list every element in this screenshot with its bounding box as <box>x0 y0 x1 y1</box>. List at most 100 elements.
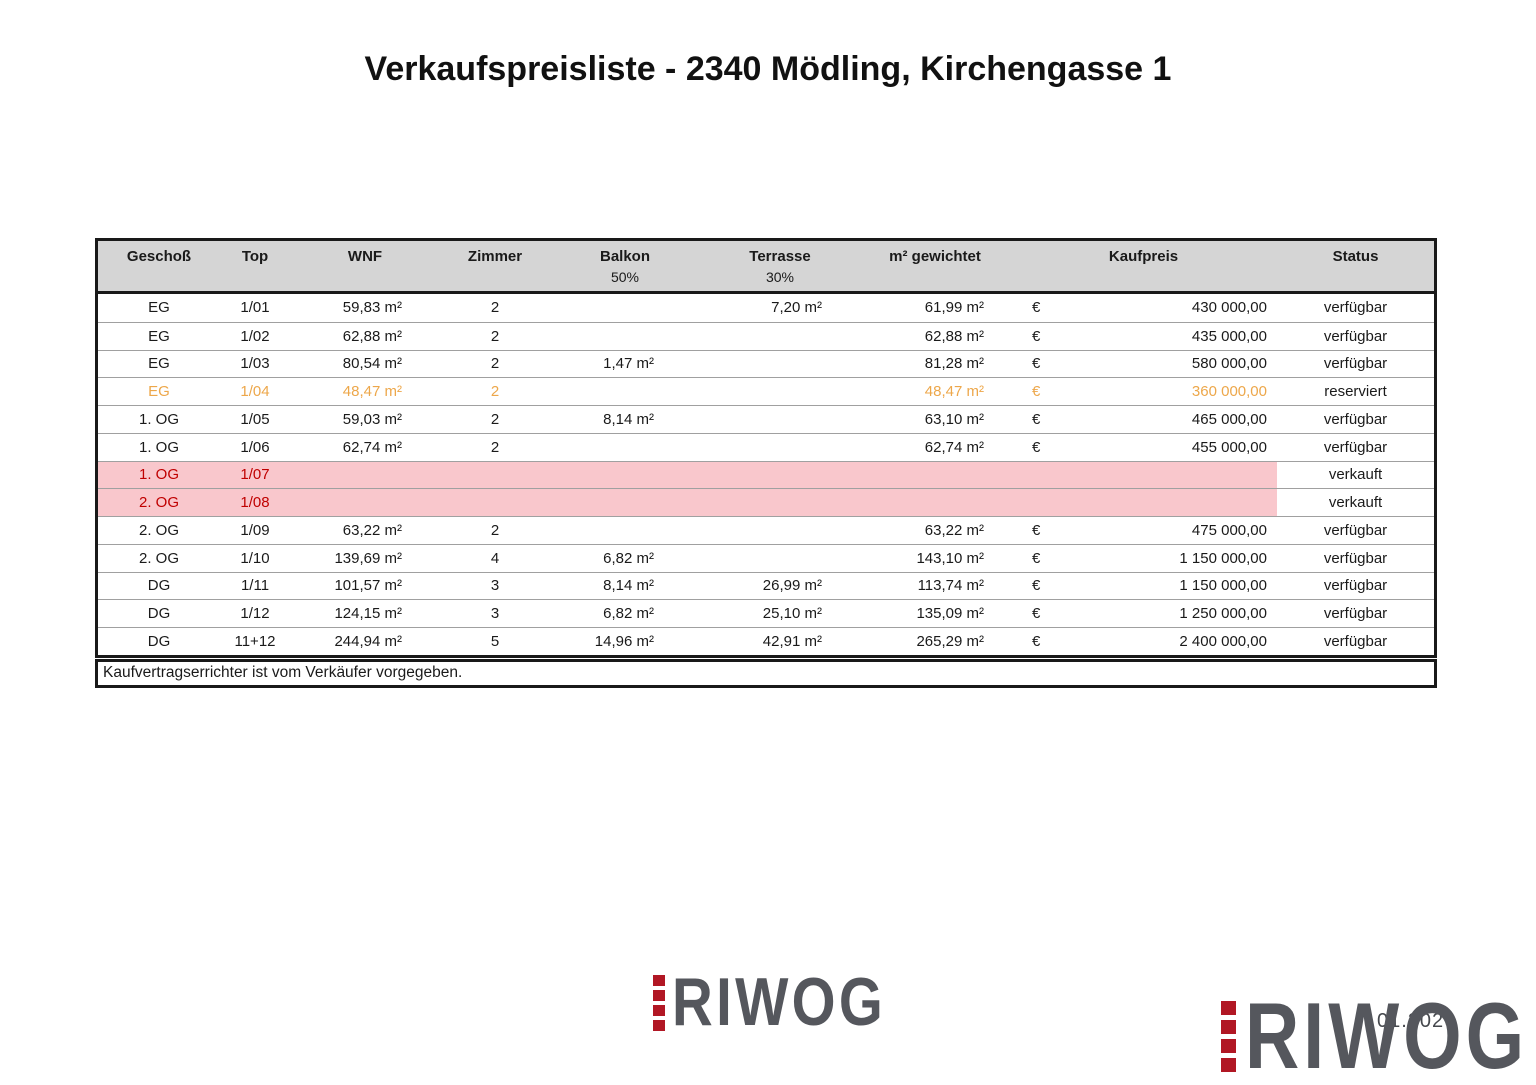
cell-wnf: 62,74 m² <box>342 438 402 456</box>
cell-balkon: 14,96 m² <box>594 632 654 650</box>
cell-gewichtet: 135,09 m² <box>916 605 984 623</box>
riwog-logo-mark-icon <box>653 975 665 1031</box>
header-geschoss: Geschoß <box>126 248 192 265</box>
riwog-logo-text: RIWOG <box>672 964 887 1041</box>
cell-gewichtet: 113,74 m² <box>917 577 984 595</box>
cell-zimmer: 4 <box>490 549 500 567</box>
page-title: Verkaufspreisliste - 2340 Mödling, Kirch… <box>364 50 1172 88</box>
cell-zimmer <box>440 489 550 516</box>
cell-status: verfügbar <box>1323 410 1388 428</box>
cell-gewichtet: 61,99 m² <box>924 299 984 317</box>
table-footnote: Kaufvertragserrichter ist vom Verkäufer … <box>95 659 1437 688</box>
cell-balkon <box>550 461 700 489</box>
cell-top: 1/05 <box>240 410 270 428</box>
cell-top: 11+12 <box>234 632 276 650</box>
cell-terrasse <box>700 461 860 489</box>
cell-status: verfügbar <box>1323 632 1388 650</box>
cell-zimmer: 2 <box>490 327 500 345</box>
table-row: EG 1/01 59,83 m² 2 7,20 m² 61,99 m² € 43… <box>98 294 1434 322</box>
cell-top: 1/08 <box>220 489 290 516</box>
cell-top: 1/03 <box>240 355 270 373</box>
cell-balkon <box>550 434 700 461</box>
cell-wnf: 59,83 m² <box>342 299 402 317</box>
date-watermark: 01.2026 <box>1377 1010 1457 1032</box>
cell-geschoss: 2. OG <box>138 521 179 539</box>
riwog-logo-center: RIWOG <box>653 964 930 1041</box>
cell-geschoss: 1. OG <box>98 461 220 489</box>
cell-balkon: 1,47 m² <box>603 355 654 373</box>
cell-wnf <box>290 461 440 489</box>
price-table: Geschoß Top WNF Zimmer Balkon 50% Terras… <box>95 238 1437 658</box>
cell-balkon: 6,82 m² <box>603 549 654 567</box>
cell-gewichtet: 63,22 m² <box>924 521 984 539</box>
cell-wnf: 80,54 m² <box>342 355 402 373</box>
cell-currency: € <box>1032 605 1041 623</box>
cell-kaufpreis: 1 250 000,00 <box>1179 605 1267 623</box>
cell-terrasse <box>700 378 860 405</box>
cell-currency: € <box>1032 632 1041 650</box>
cell-zimmer: 2 <box>490 410 500 428</box>
table-header-row: Geschoß Top WNF Zimmer Balkon 50% Terras… <box>98 241 1434 294</box>
cell-zimmer: 3 <box>490 605 500 623</box>
cell-currency: € <box>1032 355 1041 373</box>
cell-kaufpreis: 455 000,00 <box>1191 438 1267 456</box>
riwog-logo-mark-icon <box>1221 1000 1236 1072</box>
cell-terrasse <box>700 545 860 572</box>
cell-status: verkauft <box>1277 461 1434 489</box>
cell-geschoss: EG <box>148 299 170 317</box>
cell-status: verfügbar <box>1323 299 1388 317</box>
header-kaufpreis: Kaufpreis <box>1108 248 1179 265</box>
cell-terrasse <box>700 323 860 350</box>
cell-geschoss: EG <box>148 327 170 345</box>
cell-currency: € <box>1032 383 1041 401</box>
cell-kaufpreis: 360 000,00 <box>1191 383 1267 401</box>
table-row: 1. OG 1/05 59,03 m² 2 8,14 m² 63,10 m² €… <box>98 405 1434 433</box>
cell-geschoss: DG <box>147 632 171 650</box>
cell-top: 1/09 <box>240 521 270 539</box>
cell-balkon <box>550 294 700 322</box>
cell-currency: € <box>1032 299 1041 317</box>
table-row: EG 1/02 62,88 m² 2 62,88 m² € 435 000,00… <box>98 321 1434 350</box>
header-balkon-sub: 50% <box>610 269 640 285</box>
cell-geschoss: 2. OG <box>98 489 220 516</box>
cell-balkon: 8,14 m² <box>603 410 654 428</box>
header-status: Status <box>1332 248 1379 265</box>
cell-geschoss: DG <box>147 605 171 623</box>
table-row: EG 1/04 48,47 m² 2 48,47 m² € 360 000,00… <box>98 377 1434 405</box>
cell-status: verfügbar <box>1323 549 1388 567</box>
table-row: DG 1/11 101,57 m² 3 8,14 m² 26,99 m² 113… <box>98 571 1434 600</box>
header-wnf: WNF <box>347 248 383 265</box>
cell-geschoss: 2. OG <box>138 549 179 567</box>
header-gewichtet: m² gewichtet <box>889 248 981 265</box>
cell-zimmer <box>440 461 550 489</box>
table-row: 2. OG 1/09 63,22 m² 2 63,22 m² € 475 000… <box>98 516 1434 544</box>
cell-geschoss: EG <box>148 355 170 373</box>
cell-balkon <box>550 489 700 516</box>
cell-zimmer: 2 <box>490 299 500 317</box>
cell-terrasse: 25,10 m² <box>762 605 822 623</box>
cell-top: 1/07 <box>220 461 290 489</box>
cell-status: verfügbar <box>1323 355 1388 373</box>
header-top: Top <box>241 248 269 265</box>
cell-zimmer: 2 <box>490 438 500 456</box>
cell-wnf: 124,15 m² <box>334 605 402 623</box>
header-terrasse-sub: 30% <box>765 269 795 285</box>
table-row: 2. OG 1/10 139,69 m² 4 6,82 m² 143,10 m²… <box>98 543 1434 572</box>
cell-kaufpreis: 430 000,00 <box>1191 299 1267 317</box>
header-balkon: Balkon 50% <box>550 241 700 291</box>
cell-geschoss: 1. OG <box>138 438 179 456</box>
cell-status: verfügbar <box>1323 438 1388 456</box>
cell-kaufpreis: 1 150 000,00 <box>1179 549 1267 567</box>
cell-zimmer: 2 <box>490 383 500 401</box>
cell-zimmer: 2 <box>490 521 500 539</box>
cell-kaufpreis: 580 000,00 <box>1191 355 1267 373</box>
cell-wnf <box>290 489 440 516</box>
cell-terrasse: 7,20 m² <box>771 299 822 317</box>
cell-currency: € <box>1032 577 1041 595</box>
cell-currency: € <box>1032 327 1041 345</box>
cell-wnf: 101,57 m² <box>334 577 402 595</box>
cell-gewichtet <box>860 461 1010 489</box>
cell-terrasse <box>700 517 860 544</box>
cell-currency <box>1010 461 1080 489</box>
